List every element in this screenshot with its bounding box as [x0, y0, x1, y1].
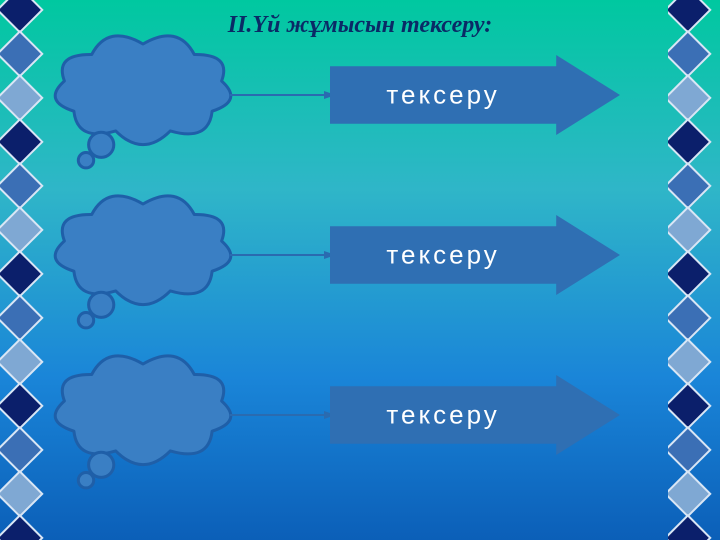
connector-arrow [230, 245, 336, 270]
check-arrow[interactable]: тексеру [330, 215, 620, 295]
check-arrow[interactable]: тексеру [330, 55, 620, 135]
check-arrow-label: тексеру [330, 240, 556, 271]
thought-cloud [48, 30, 238, 175]
diamond-border-right [668, 0, 720, 540]
thought-cloud [48, 190, 238, 335]
slide-title-text: ІІ.Үй жұмысын тексеру: [228, 12, 493, 38]
connector-arrow [230, 85, 336, 110]
diamond-border-left [0, 0, 52, 540]
thought-cloud [48, 350, 238, 495]
slide-stage: ІІ.Үй жұмысын тексеру: тексеру тексеру тек… [0, 0, 720, 540]
check-arrow-label: тексеру [330, 400, 556, 431]
check-arrow[interactable]: тексеру [330, 375, 620, 455]
check-arrow-label: тексеру [330, 80, 556, 111]
connector-arrow [230, 405, 336, 430]
